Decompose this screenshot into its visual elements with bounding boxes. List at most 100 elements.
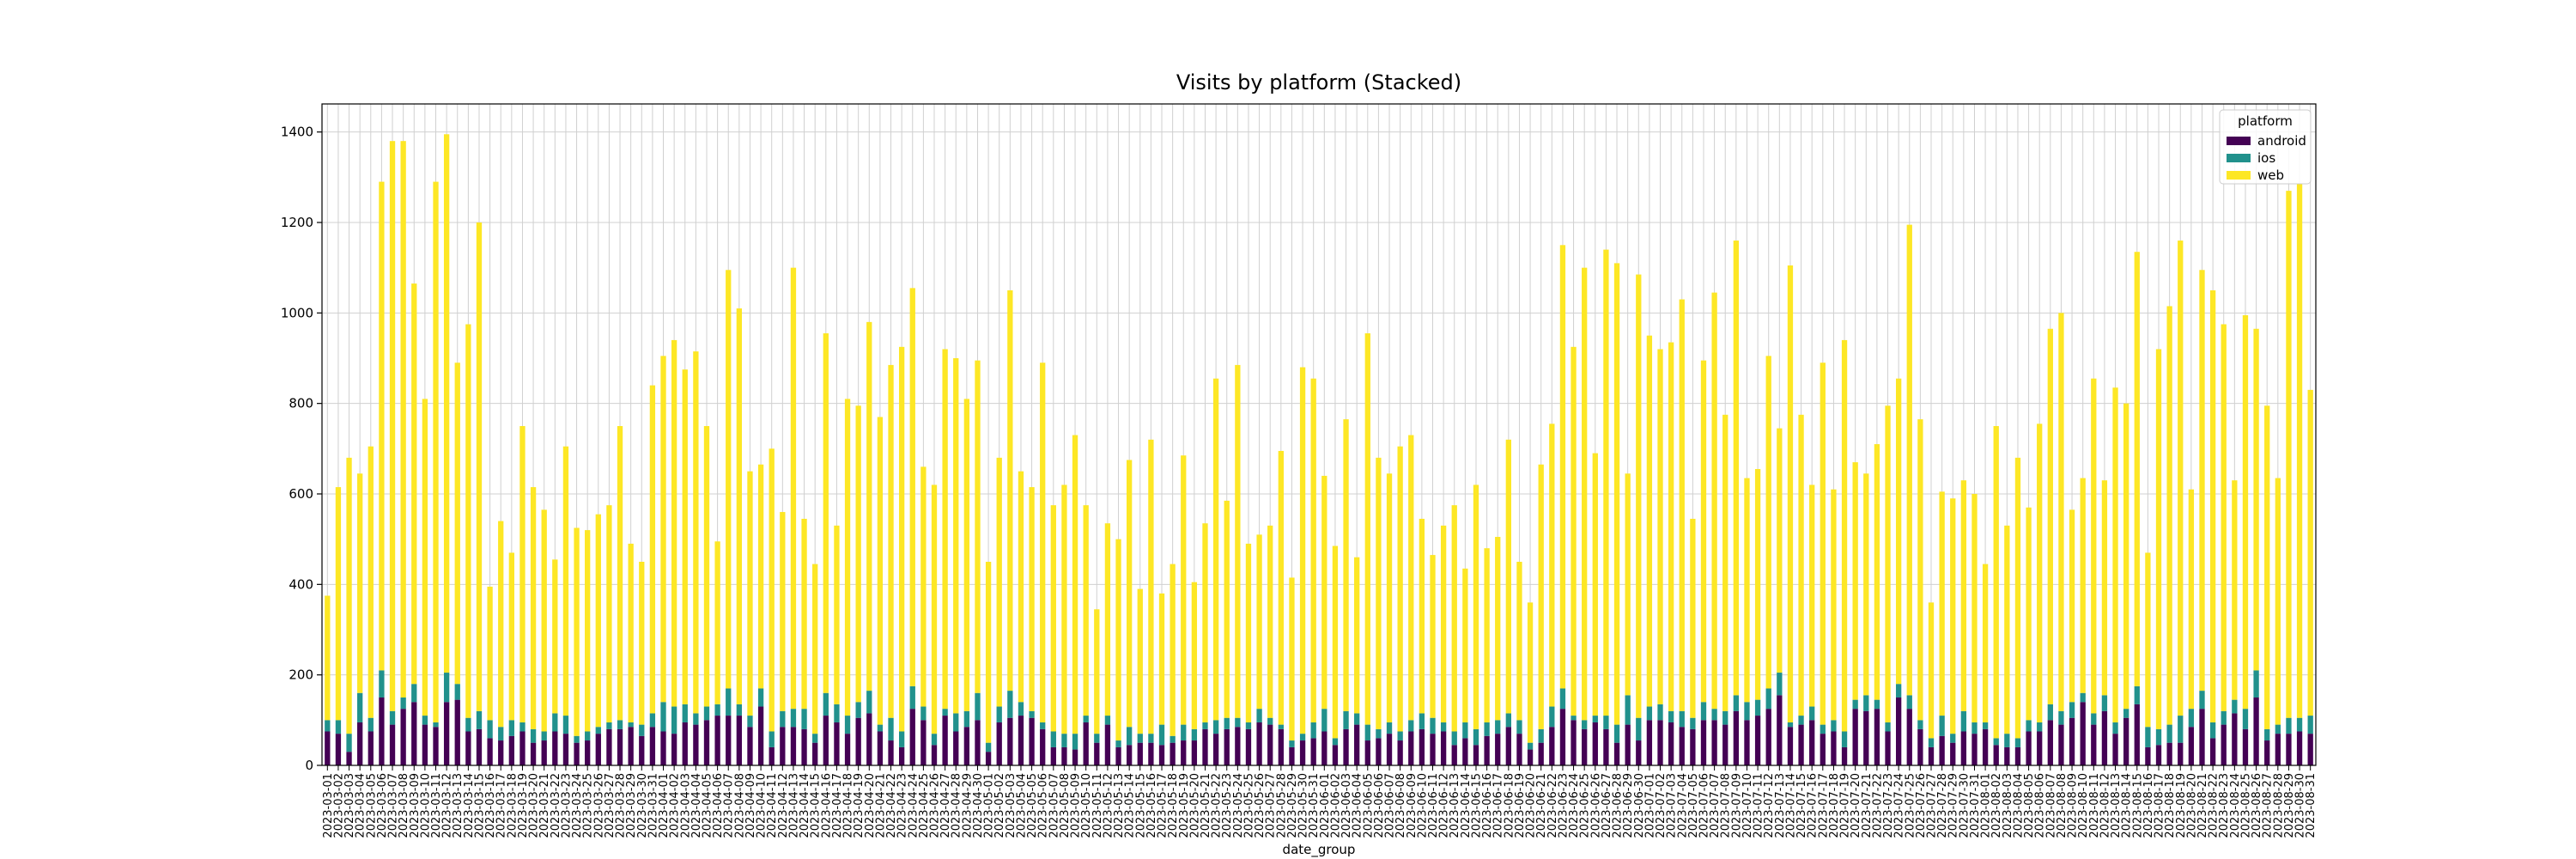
x-tick-label: 2023-05-16 (1145, 773, 1158, 838)
bar-segment (1181, 455, 1187, 725)
bar-segment (1040, 362, 1046, 722)
bar-segment (834, 525, 840, 704)
bar-segment (1571, 346, 1577, 716)
bar-segment (1397, 740, 1403, 765)
bar-segment (1831, 720, 1837, 732)
bar-segment (2232, 480, 2238, 700)
x-tick-label: 2023-08-07 (2044, 773, 2057, 838)
bar-segment (1960, 480, 1967, 711)
bar-segment (1018, 702, 1024, 716)
bar-segment (1484, 735, 1490, 765)
bar-segment (769, 731, 775, 747)
bar-segment (1267, 525, 1273, 718)
bar-segment (1754, 716, 1761, 765)
bar-segment (1007, 717, 1013, 765)
x-tick-label: 2023-07-19 (1839, 773, 1852, 838)
bar-segment (2123, 717, 2129, 765)
bar-segment (508, 720, 514, 736)
bar-segment (1386, 734, 1393, 765)
bar-segment (1495, 720, 1501, 734)
x-tick-label: 2023-07-01 (1643, 773, 1656, 838)
x-tick-label: 2023-07-07 (1709, 773, 1722, 838)
bar-segment (389, 724, 396, 765)
bar-segment (1343, 728, 1349, 765)
bar-segment (606, 505, 612, 722)
x-tick-label: 2023-08-12 (2099, 773, 2111, 838)
x-tick-label: 2023-08-09 (2067, 773, 2080, 838)
bar-segment (400, 141, 406, 698)
bar-segment (519, 731, 526, 765)
bar-segment (422, 724, 428, 765)
x-tick-label: 2023-07-28 (1936, 773, 1949, 838)
bar-segment (357, 722, 363, 765)
bar-segment (1007, 691, 1013, 718)
x-tick-label: 2023-05-17 (1157, 773, 1170, 838)
bar-segment (1212, 720, 1219, 734)
bar-segment (909, 288, 915, 686)
bar-segment (1224, 717, 1230, 729)
bar-segment (1917, 419, 1923, 721)
bar-segment (2047, 328, 2053, 704)
bar-segment (2178, 241, 2184, 716)
bar-segment (2112, 734, 2118, 765)
bar-segment (877, 417, 884, 725)
bar-segment (2047, 720, 2053, 765)
bar-segment (757, 688, 764, 707)
bar-segment (639, 735, 645, 765)
x-tick-label: 2023-03-03 (343, 773, 356, 838)
bar-segment (671, 706, 677, 734)
x-tick-label: 2023-08-20 (2185, 773, 2198, 838)
x-tick-label: 2023-05-01 (983, 773, 996, 838)
bar-segment (562, 734, 569, 765)
bar-segment (942, 716, 948, 765)
bar-segment (443, 702, 450, 765)
bar-segment (422, 716, 428, 725)
bar-segment (1310, 722, 1316, 739)
bar-segment (1971, 493, 1978, 722)
x-tick-label: 2023-03-09 (409, 773, 422, 838)
x-tick-label: 2023-08-18 (2164, 773, 2177, 838)
bar-segment (1744, 720, 1750, 765)
bar-segment (335, 734, 342, 765)
bar-segment (1787, 722, 1794, 728)
bar-segment (866, 713, 872, 765)
bar-segment (1245, 728, 1252, 765)
bar-segment (693, 351, 699, 714)
bar-segment (1950, 498, 1956, 734)
bar-segment (1993, 425, 1999, 739)
bar-segment (541, 509, 547, 732)
bar-segment (1679, 299, 1685, 711)
x-tick-label: 2023-07-05 (1687, 773, 1700, 838)
x-tick-label: 2023-05-20 (1188, 773, 1201, 838)
x-tick-label: 2023-03-25 (582, 773, 595, 838)
bar-segment (2014, 738, 2021, 747)
bar-segment (1636, 274, 1642, 718)
bar-segment (1029, 717, 1035, 765)
x-tick-label: 2023-03-19 (517, 773, 530, 838)
bar-segment (693, 713, 699, 725)
bar-segment (1809, 706, 1815, 721)
x-tick-label: 2023-06-11 (1427, 773, 1440, 838)
bar-segment (1473, 484, 1479, 729)
bar-segment (1364, 333, 1370, 725)
x-tick-label: 2023-06-02 (1329, 773, 1342, 838)
bar-segment (996, 722, 1002, 765)
bar-segment (898, 746, 905, 765)
x-tick-label: 2023-05-24 (1232, 773, 1245, 838)
x-tick-label: 2023-05-23 (1221, 773, 1234, 838)
bar-segment (1852, 709, 1858, 765)
bar-segment (1538, 742, 1544, 765)
x-tick-label: 2023-08-16 (2142, 773, 2155, 838)
bar-segment (931, 734, 938, 746)
bar-segment (866, 321, 872, 691)
bar-segment (1115, 740, 1121, 747)
x-tick-label: 2023-04-30 (972, 773, 985, 838)
bar-segment (855, 717, 861, 765)
bar-segment (1191, 740, 1198, 765)
bar-segment (487, 738, 493, 765)
x-tick-label: 2023-03-17 (495, 773, 508, 838)
x-tick-label: 2023-05-29 (1286, 773, 1299, 838)
bar-segment (411, 684, 417, 703)
x-tick-label: 2023-06-29 (1622, 773, 1635, 838)
bar-segment (1332, 745, 1339, 765)
